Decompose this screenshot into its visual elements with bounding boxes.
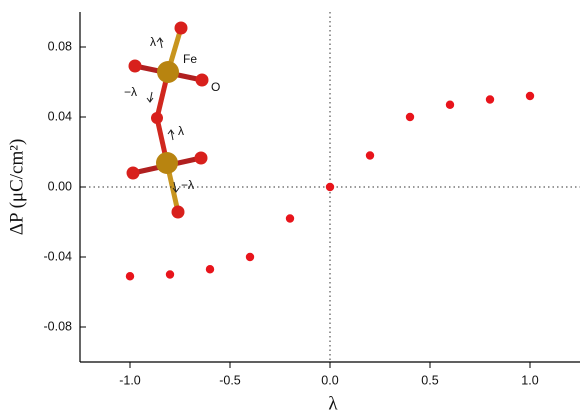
x-tick-label: 0.0 <box>321 373 338 387</box>
data-point <box>365 151 375 160</box>
data-point <box>405 112 415 122</box>
x-tick-label: -1.0 <box>119 373 141 387</box>
data-point <box>285 214 295 223</box>
x-axis-title: λ <box>328 393 338 414</box>
data-point <box>125 272 135 281</box>
data-point <box>485 95 495 104</box>
inset-label: λ <box>178 124 184 138</box>
x-tick-label: 1.0 <box>521 373 538 387</box>
data-point <box>525 91 535 101</box>
y-tick-label: 0.04 <box>48 109 72 123</box>
y-tick-label: -0.04 <box>44 249 73 263</box>
inset-label: O <box>211 80 220 94</box>
x-tick-label: 0.5 <box>421 373 438 387</box>
inset-label: Fe <box>183 52 197 66</box>
data-point <box>205 265 215 274</box>
inset-label: −λ <box>124 85 137 99</box>
data-point <box>245 252 255 262</box>
y-tick-label: 0.00 <box>48 179 72 193</box>
data-point <box>325 182 335 192</box>
x-tick-label: -0.5 <box>219 373 241 387</box>
inset-structure <box>126 21 209 219</box>
y-tick-label: -0.08 <box>44 319 73 333</box>
data-point <box>165 270 175 279</box>
inset-label: λ <box>150 35 156 49</box>
inset-label: −λ <box>181 178 194 192</box>
data-point <box>445 100 455 109</box>
y-axis-title: ΔP (μC/cm²) <box>6 139 27 236</box>
y-tick-label: 0.08 <box>48 39 72 53</box>
